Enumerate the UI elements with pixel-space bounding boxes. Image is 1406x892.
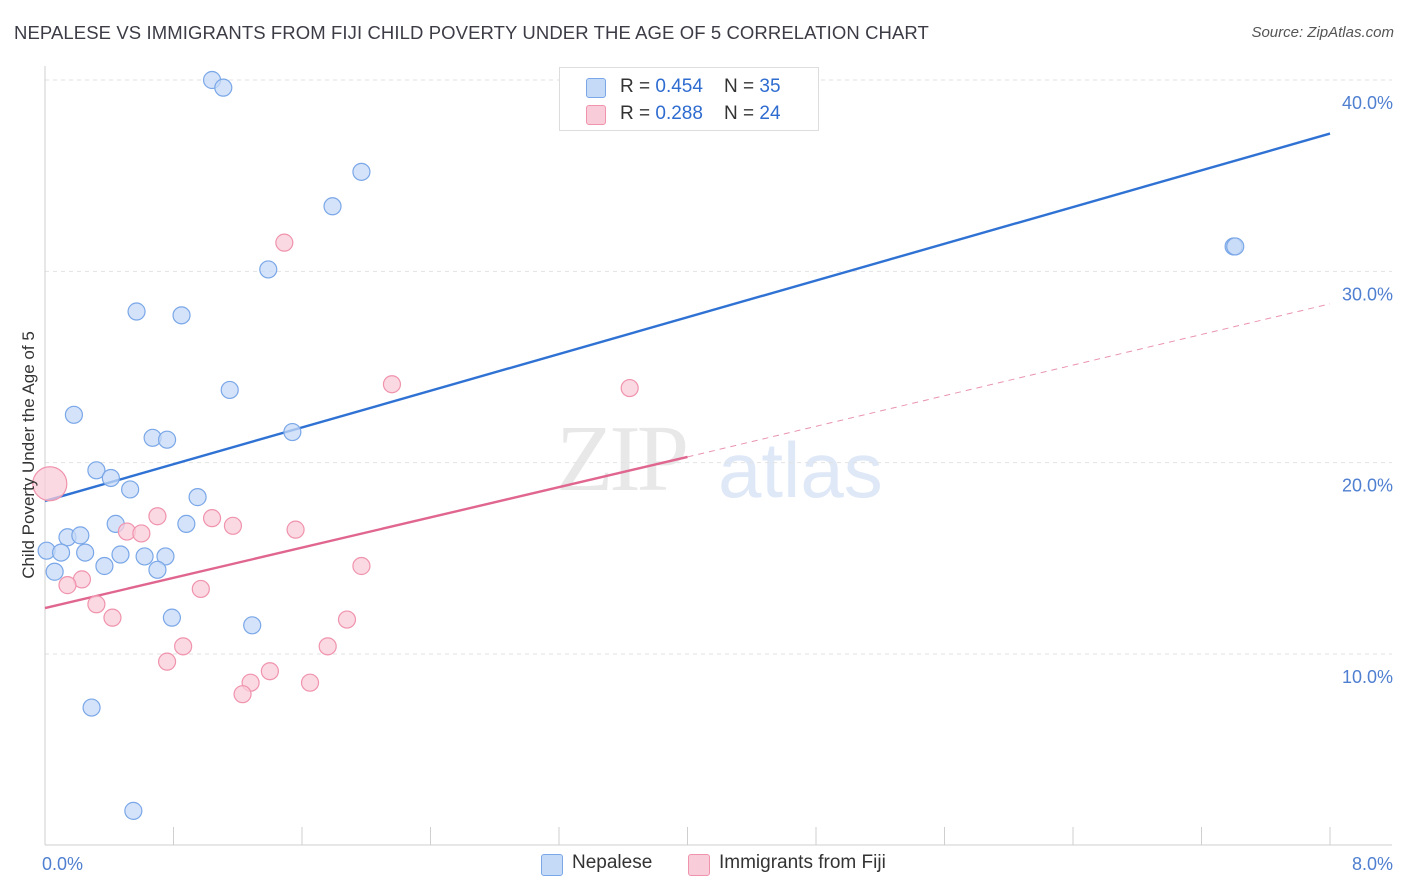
- r-value: 0.454: [655, 76, 703, 97]
- point-fiji: [233, 685, 252, 704]
- point-fiji: [620, 378, 639, 398]
- point-fiji: [58, 576, 77, 595]
- point-nepalese: [156, 547, 175, 566]
- point-fiji: [202, 509, 222, 528]
- point-nepalese: [127, 302, 146, 321]
- point-fiji: [286, 520, 305, 539]
- point-nepalese: [64, 405, 84, 424]
- point-fiji: [382, 375, 402, 394]
- point-nepalese: [82, 698, 101, 717]
- r-label: R =: [620, 103, 656, 124]
- r-label: R =: [620, 76, 656, 97]
- point-fiji: [174, 637, 193, 656]
- point-nepalese: [283, 422, 302, 442]
- point-nepalese: [76, 543, 95, 562]
- y-tick-label: 10.0%: [1342, 667, 1393, 687]
- point-nepalese: [101, 468, 120, 488]
- y-axis-label: Child Poverty Under the Age of 5: [19, 331, 38, 579]
- legend-swatch-nepalese: [586, 78, 606, 98]
- point-nepalese: [243, 616, 262, 635]
- point-fiji: [103, 608, 122, 627]
- point-nepalese: [214, 78, 233, 97]
- point-nepalese: [162, 608, 181, 627]
- point-fiji: [300, 673, 320, 692]
- trend-line-fiji: [44, 455, 688, 610]
- legend-swatch-fiji: [688, 854, 710, 876]
- watermark-zip: ZIP: [556, 407, 689, 511]
- n-label: N =: [724, 103, 760, 124]
- point-nepalese: [45, 562, 64, 581]
- point-nepalese: [323, 197, 342, 216]
- point-nepalese: [124, 801, 143, 820]
- point-nepalese: [87, 461, 106, 480]
- point-fiji: [191, 579, 210, 599]
- y-tick-label: 40.0%: [1342, 93, 1393, 113]
- point-nepalese: [177, 514, 196, 533]
- n-value: 24: [759, 103, 781, 124]
- point-nepalese: [259, 260, 278, 279]
- point-fiji: [318, 637, 337, 656]
- legend-label-fiji: Immigrants from Fiji: [719, 852, 886, 873]
- point-fiji: [260, 662, 279, 681]
- point-nepalese: [172, 306, 191, 325]
- trend-lines: [44, 132, 1331, 610]
- point-fiji: [275, 233, 294, 252]
- point-nepalese: [71, 526, 90, 545]
- legend-label-nepalese: Nepalese: [572, 852, 653, 873]
- point-fiji: [148, 507, 167, 526]
- point-nepalese: [148, 560, 167, 579]
- x-tick-label: 8.0%: [1352, 854, 1393, 874]
- point-fiji: [337, 610, 357, 629]
- grid-lines: [45, 79, 1392, 655]
- n-label: N =: [724, 76, 760, 97]
- stats-legend: R = 0.454 N = 35 R = 0.288 N = 24: [559, 67, 819, 131]
- trend-line-extension-fiji: [687, 303, 1331, 458]
- axis-labels: 10.0% 20.0% 30.0% 40.0% 0.0% 8.0% Child Povert…: [19, 93, 1393, 874]
- x-tick-label: 0.0%: [42, 854, 83, 874]
- point-nepalese: [157, 430, 177, 449]
- point-fiji: [32, 466, 68, 502]
- point-nepalese: [95, 556, 114, 576]
- trend-line-nepalese: [44, 132, 1331, 503]
- watermark-atlas: atlas: [718, 426, 883, 514]
- point-fiji: [352, 556, 371, 576]
- r-value: 0.288: [655, 103, 703, 124]
- point-nepalese: [220, 380, 239, 400]
- point-nepalese: [111, 545, 130, 564]
- n-value: 35: [759, 76, 781, 97]
- legend-swatch-fiji: [586, 105, 606, 125]
- point-fiji: [87, 595, 106, 614]
- source-credit: Source: ZipAtlas.com: [1251, 24, 1394, 41]
- data-points: [32, 70, 1245, 820]
- y-tick-label: 30.0%: [1342, 284, 1393, 304]
- chart-title: NEPALESE VS IMMIGRANTS FROM FIJI CHILD P…: [14, 22, 929, 43]
- axes: [44, 66, 1392, 846]
- point-nepalese: [1226, 237, 1245, 256]
- legend-swatch-nepalese: [541, 854, 563, 876]
- point-nepalese: [188, 488, 207, 507]
- point-nepalese: [135, 547, 154, 566]
- point-nepalese: [51, 543, 71, 562]
- point-nepalese: [352, 162, 371, 181]
- point-fiji: [132, 524, 151, 543]
- point-fiji: [223, 516, 243, 535]
- point-fiji: [157, 652, 177, 671]
- y-tick-label: 20.0%: [1342, 476, 1393, 496]
- point-nepalese: [121, 480, 140, 499]
